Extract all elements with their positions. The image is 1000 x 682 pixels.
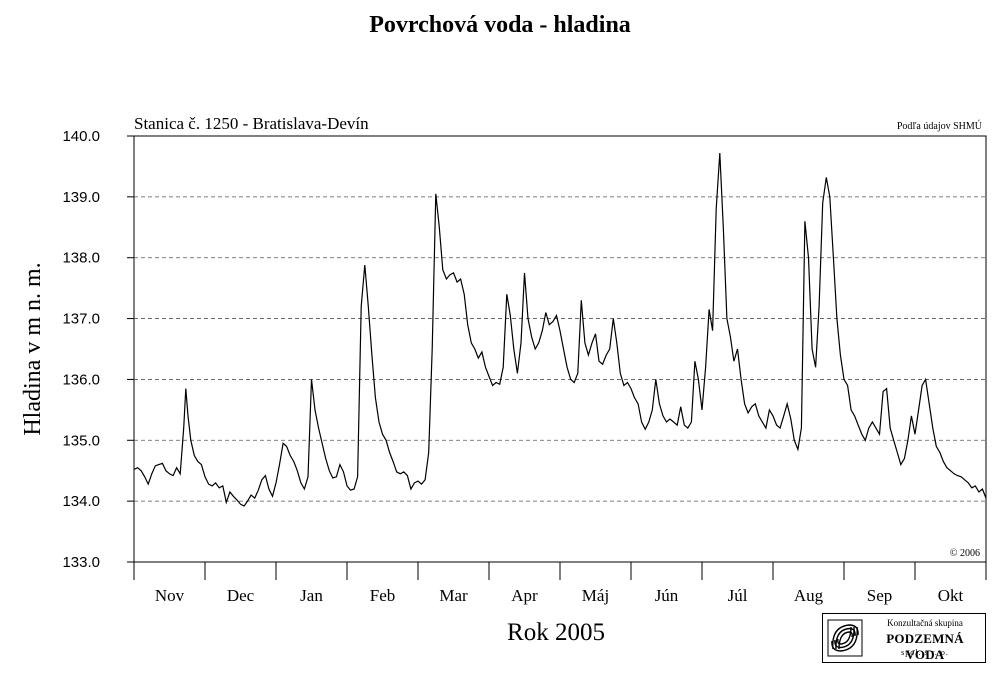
logo-text-line1: Konzultačná skupina (887, 618, 963, 628)
x-tick-label: Máj (582, 586, 609, 605)
x-tick-label: Sep (867, 586, 893, 605)
company-logo: Konzultačná skupina PODZEMNÁ VODA spol. … (822, 613, 986, 663)
y-axis: 133.0 134.0 135.0 136.0 137.0 138.0 139.0 140.0 (62, 128, 134, 571)
copyright-label: © 2006 (950, 548, 980, 559)
x-tick-label: Jún (655, 586, 679, 605)
x-tick-label: Júl (728, 586, 748, 605)
x-tick-label: Aug (794, 586, 824, 605)
x-tick-label: Feb (370, 586, 396, 605)
station-label: Stanica č. 1250 - Bratislava-Devín (134, 114, 369, 133)
y-tick-label: 136.0 (62, 371, 100, 388)
y-tick-label: 133.0 (62, 554, 100, 571)
logo-text-line3: spol. s r. o. (901, 648, 949, 657)
x-tick-label: Dec (227, 586, 255, 605)
y-tick-label: 139.0 (62, 189, 100, 206)
page-title: Povrchová voda - hladina (369, 12, 631, 38)
water-level-line (133, 152, 987, 507)
y-tick-label: 140.0 (62, 128, 100, 145)
plot-frame (133, 135, 987, 563)
x-tick-label: Nov (155, 586, 185, 605)
x-axis-title: Rok 2005 (507, 619, 605, 646)
x-tick-label: Jan (300, 586, 323, 605)
x-tick-label: Apr (511, 586, 538, 605)
grid-lines (134, 196, 986, 502)
x-axis: Nov Dec Jan Feb Mar Apr Máj Jún Júl Aug Sep Okt (133, 562, 987, 605)
y-tick-label: 138.0 (62, 250, 100, 267)
source-label: Podľa údajov SHMÚ (897, 120, 983, 132)
y-tick-label: 134.0 (62, 493, 100, 510)
y-tick-label: 135.0 (62, 432, 100, 449)
logo-text-company: PODZEMNÁ VODA (886, 631, 964, 662)
x-tick-label: Okt (938, 586, 964, 605)
x-tick-label: Mar (439, 586, 468, 605)
y-axis-title: Hladina v m n. m. (20, 262, 46, 435)
y-tick-label: 137.0 (62, 311, 100, 328)
company-logo-mark-icon (827, 619, 863, 657)
